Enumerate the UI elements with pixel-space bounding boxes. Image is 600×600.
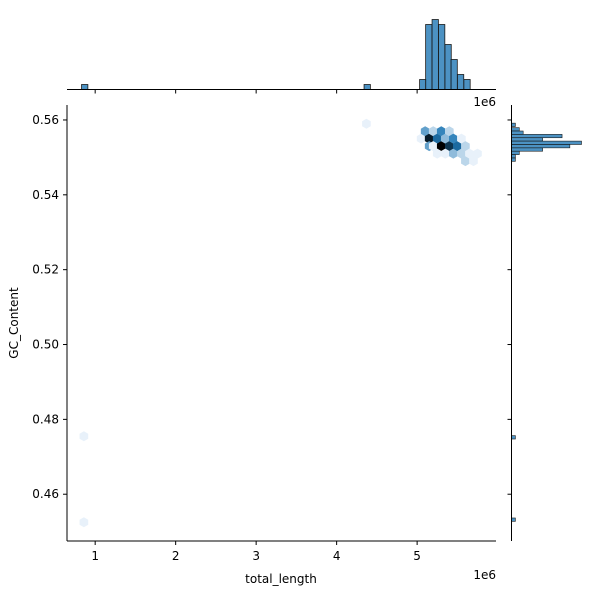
hexbin-cell bbox=[436, 141, 446, 152]
hexbin-cell bbox=[449, 148, 458, 159]
hexbin-cell bbox=[362, 118, 371, 129]
marginal-x-bar bbox=[457, 74, 465, 90]
hexbin-cell bbox=[440, 148, 450, 159]
marginal-x-ticks bbox=[94, 89, 418, 94]
hexbin-cell bbox=[449, 133, 458, 144]
marginal-x-bar bbox=[425, 24, 433, 90]
marginal-y-bar bbox=[511, 150, 520, 155]
hexbin-cell bbox=[440, 133, 450, 144]
marginal-y-bar bbox=[511, 134, 563, 139]
marginal-x-bar bbox=[450, 59, 458, 90]
hexbin-cell bbox=[461, 156, 470, 167]
marginal-x-bar bbox=[463, 79, 471, 90]
marginal-y-ticks bbox=[507, 119, 512, 495]
hexbin-cell bbox=[444, 126, 454, 137]
marginal-x-bar bbox=[363, 84, 371, 90]
hexbin-cell bbox=[432, 148, 442, 159]
y-axis-label: GC_Content bbox=[7, 287, 21, 359]
y-tick-label: 0.46 bbox=[32, 487, 59, 501]
hexbin-layer bbox=[79, 118, 482, 528]
hexbin-cell bbox=[416, 133, 426, 144]
hexbin-cell bbox=[465, 148, 474, 159]
x-axis-ticks: 1 2 3 4 5 bbox=[91, 541, 421, 563]
hexbin-cell bbox=[469, 156, 478, 167]
x-tick-label: 5 bbox=[413, 549, 421, 563]
marginal-x-bar bbox=[431, 19, 439, 90]
marginal-x-bar bbox=[438, 24, 446, 90]
marginal-y-bar bbox=[511, 130, 524, 135]
y-tick-label: 0.54 bbox=[32, 188, 59, 202]
x-tick-label: 3 bbox=[252, 549, 260, 563]
marginal-y-bar bbox=[511, 122, 516, 127]
marginal-x-bar bbox=[444, 44, 452, 90]
hexbin-cell bbox=[424, 133, 434, 144]
marginal-x-bar bbox=[419, 79, 427, 90]
y-tick-label: 0.56 bbox=[32, 113, 59, 127]
marginal-y-bar bbox=[511, 137, 543, 142]
marginal-y-bar bbox=[511, 127, 520, 132]
x-axis-label: total_length bbox=[245, 572, 317, 586]
y-tick-label: 0.50 bbox=[32, 338, 59, 352]
marginal-y-bar bbox=[511, 157, 516, 162]
hexbin-cell bbox=[79, 431, 89, 442]
y-axis-ticks: 0.46 0.48 0.50 0.52 0.54 0.56 bbox=[32, 113, 67, 501]
marginal-y-bar bbox=[511, 435, 516, 440]
marginal-x-bars bbox=[81, 19, 471, 90]
hexbin-cell bbox=[461, 141, 470, 152]
hexbin-cell bbox=[457, 133, 466, 144]
marginal-y-bars bbox=[511, 122, 582, 522]
hexbin-cell bbox=[428, 141, 438, 152]
hexbin-cell bbox=[453, 141, 462, 152]
hexbin-cell bbox=[473, 148, 482, 159]
marginal-y-bar bbox=[511, 144, 571, 149]
marginal-x-histogram: 1e6 bbox=[67, 19, 496, 109]
y-tick-label: 0.52 bbox=[32, 263, 59, 277]
x-tick-label: 1 bbox=[91, 549, 99, 563]
marginal-y-bar bbox=[511, 147, 543, 152]
x-tick-label: 2 bbox=[172, 549, 180, 563]
hexbin-cell bbox=[444, 141, 454, 152]
marginal-y-bar bbox=[511, 154, 516, 159]
joint-hexbin-plot: 1 2 3 4 5 0.46 0.48 0.50 0.52 0.54 0.56 total_len… bbox=[7, 105, 496, 586]
hexbin-cell bbox=[457, 148, 466, 159]
hexbin-cell bbox=[436, 126, 446, 137]
hexbin-cell bbox=[428, 126, 438, 137]
x-tick-label: 4 bbox=[333, 549, 341, 563]
hexbin-cell bbox=[420, 126, 430, 137]
y-tick-label: 0.48 bbox=[32, 412, 59, 426]
marginal-x-offset-label: 1e6 bbox=[473, 95, 496, 109]
marginal-y-histogram bbox=[507, 105, 582, 541]
hexbin-cell bbox=[79, 517, 89, 528]
hexbin-cell bbox=[432, 133, 442, 144]
x-axis-offset-label: 1e6 bbox=[473, 568, 496, 582]
marginal-y-bar bbox=[511, 517, 516, 522]
marginal-x-bar bbox=[81, 84, 89, 90]
marginal-y-bar bbox=[511, 140, 582, 145]
